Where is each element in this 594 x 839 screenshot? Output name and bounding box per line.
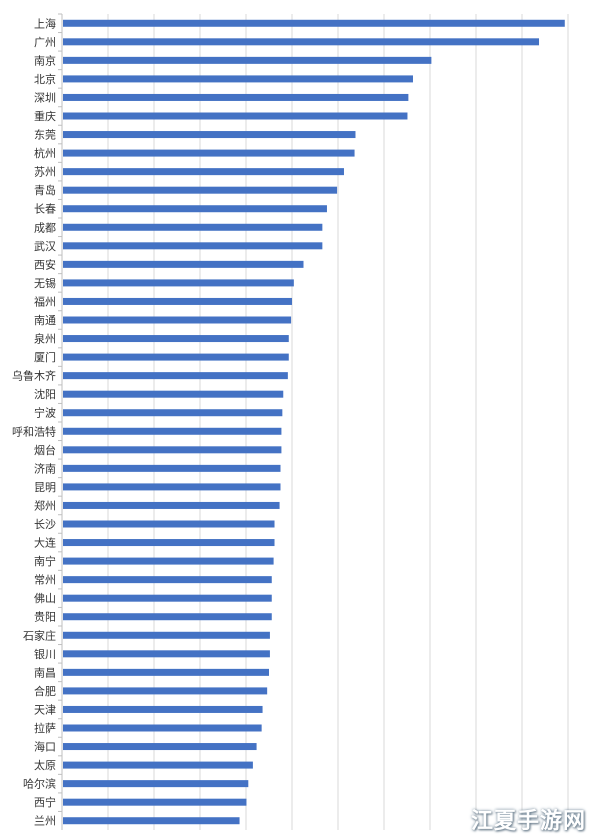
bar-38 — [63, 724, 262, 732]
category-label: 杭州 — [34, 146, 56, 160]
category-label: 大连 — [34, 536, 56, 550]
bar-7 — [63, 149, 355, 157]
category-label: 沈阳 — [34, 387, 56, 401]
category-label: 乌鲁木齐 — [12, 369, 56, 383]
bar-29 — [63, 557, 274, 565]
category-label: 合肥 — [34, 684, 56, 698]
category-label: 南通 — [34, 314, 56, 327]
category-label: 东莞 — [34, 129, 56, 142]
bar-39 — [63, 743, 257, 751]
category-label: 哈尔滨 — [23, 777, 56, 791]
category-label: 南京 — [34, 53, 56, 67]
category-label: 泉州 — [34, 332, 56, 346]
category-label: 郑州 — [34, 498, 56, 512]
category-label: 厦门 — [34, 350, 56, 364]
category-label: 北京 — [34, 72, 56, 86]
bar-2 — [63, 56, 432, 64]
category-label: 宁波 — [34, 406, 56, 420]
bar-16 — [63, 316, 292, 324]
bar-14 — [63, 279, 294, 287]
category-label: 佛山 — [34, 592, 56, 605]
bar-3 — [63, 75, 413, 83]
bar-28 — [63, 539, 275, 547]
category-label: 长沙 — [34, 518, 56, 531]
bar-18 — [63, 353, 289, 361]
category-label: 福州 — [34, 294, 56, 308]
bar-22 — [63, 427, 282, 435]
bar-24 — [63, 464, 281, 472]
bar-37 — [63, 705, 263, 713]
bar-31 — [63, 594, 272, 602]
bar-41 — [63, 780, 249, 788]
category-label: 石家庄 — [23, 628, 56, 642]
bar-1 — [63, 38, 540, 46]
category-label: 南宁 — [34, 554, 56, 568]
category-labels: 上海广州南京北京深圳重庆东莞杭州苏州青岛长春成都武汉西安无锡福州南通泉州厦门乌鲁… — [12, 16, 56, 827]
category-label: 拉萨 — [34, 721, 56, 735]
bar-42 — [63, 798, 247, 806]
category-label: 银川 — [34, 647, 56, 661]
category-label: 深圳 — [34, 91, 56, 104]
category-label: 成都 — [34, 221, 56, 234]
bar-32 — [63, 613, 272, 621]
category-label: 贵阳 — [34, 611, 56, 624]
category-label: 天津 — [34, 703, 56, 716]
category-label: 上海 — [34, 16, 56, 30]
category-label: 南昌 — [34, 666, 56, 679]
category-axis — [58, 13, 63, 830]
category-label: 呼和浩特 — [12, 424, 56, 438]
bar-27 — [63, 520, 275, 528]
category-label: 西宁 — [34, 795, 56, 809]
category-label: 兰州 — [34, 815, 56, 828]
category-label: 烟台 — [34, 443, 56, 457]
bar-6 — [63, 131, 356, 139]
bar-5 — [63, 112, 408, 120]
bar-20 — [63, 390, 284, 398]
bar-30 — [63, 576, 272, 584]
category-label: 苏州 — [34, 166, 56, 179]
category-label: 广州 — [34, 36, 56, 49]
bar-43 — [63, 817, 240, 825]
category-label: 青岛 — [34, 183, 56, 197]
category-label: 常州 — [34, 574, 56, 587]
bar-34 — [63, 650, 270, 658]
category-label: 昆明 — [34, 481, 56, 494]
category-label: 长春 — [34, 203, 56, 216]
bar-26 — [63, 501, 280, 509]
bar-11 — [63, 223, 323, 231]
watermark-logo: 江夏手游网 — [470, 809, 586, 834]
bars — [63, 19, 565, 825]
bar-19 — [63, 372, 288, 380]
bar-13 — [63, 260, 304, 268]
bar-17 — [63, 335, 289, 343]
category-label: 武汉 — [34, 240, 56, 253]
bar-0 — [63, 19, 565, 27]
bar-33 — [63, 631, 270, 639]
category-label: 重庆 — [34, 109, 56, 123]
category-label: 无锡 — [34, 276, 56, 290]
bar-25 — [63, 483, 281, 491]
bar-12 — [63, 242, 323, 250]
bar-8 — [63, 168, 344, 176]
bar-4 — [63, 93, 409, 101]
bar-40 — [63, 761, 253, 769]
bar-10 — [63, 205, 327, 213]
category-label: 西安 — [34, 257, 56, 271]
bar-23 — [63, 446, 282, 454]
bar-36 — [63, 687, 268, 695]
bar-15 — [63, 297, 292, 305]
bar-35 — [63, 668, 269, 676]
category-label: 海口 — [34, 740, 56, 754]
category-label: 太原 — [34, 759, 56, 772]
bar-21 — [63, 409, 283, 417]
bar-9 — [63, 186, 338, 194]
category-label: 济南 — [34, 461, 56, 475]
